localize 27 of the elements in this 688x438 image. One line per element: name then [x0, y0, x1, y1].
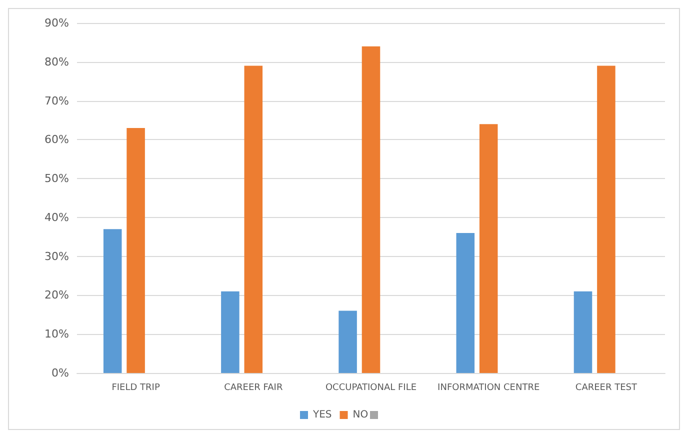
bar — [456, 233, 475, 373]
y-tick-label: 80% — [44, 55, 69, 68]
x-tick-label: FIELD TRIP — [112, 383, 160, 393]
y-tick-label: 70% — [44, 94, 69, 108]
x-tick-label: CAREER TEST — [575, 383, 638, 393]
bar — [362, 46, 380, 373]
y-tick-label: 10% — [44, 328, 69, 341]
y-tick-label: 60% — [44, 133, 69, 146]
legend-label: YES — [312, 410, 332, 420]
bar — [479, 124, 498, 373]
bar — [574, 291, 592, 373]
legend-label: NO — [352, 410, 368, 420]
y-tick-label: 90% — [44, 16, 69, 30]
y-tick-label: 50% — [44, 172, 69, 186]
y-tick-label: 40% — [44, 210, 69, 224]
y-tick-label: 30% — [44, 250, 69, 263]
y-tick-label: 20% — [44, 288, 69, 302]
x-tick-label: INFORMATION CENTRE — [438, 383, 540, 393]
bar — [103, 229, 122, 373]
bar — [597, 66, 616, 373]
bar — [126, 128, 145, 373]
bar — [244, 66, 263, 373]
bar — [338, 310, 357, 373]
x-tick-label: CAREER FAIR — [224, 383, 283, 393]
x-tick-label: OCCUPATIONAL FILE — [325, 383, 417, 393]
bar — [221, 291, 240, 373]
y-tick-label: 0% — [52, 366, 69, 380]
